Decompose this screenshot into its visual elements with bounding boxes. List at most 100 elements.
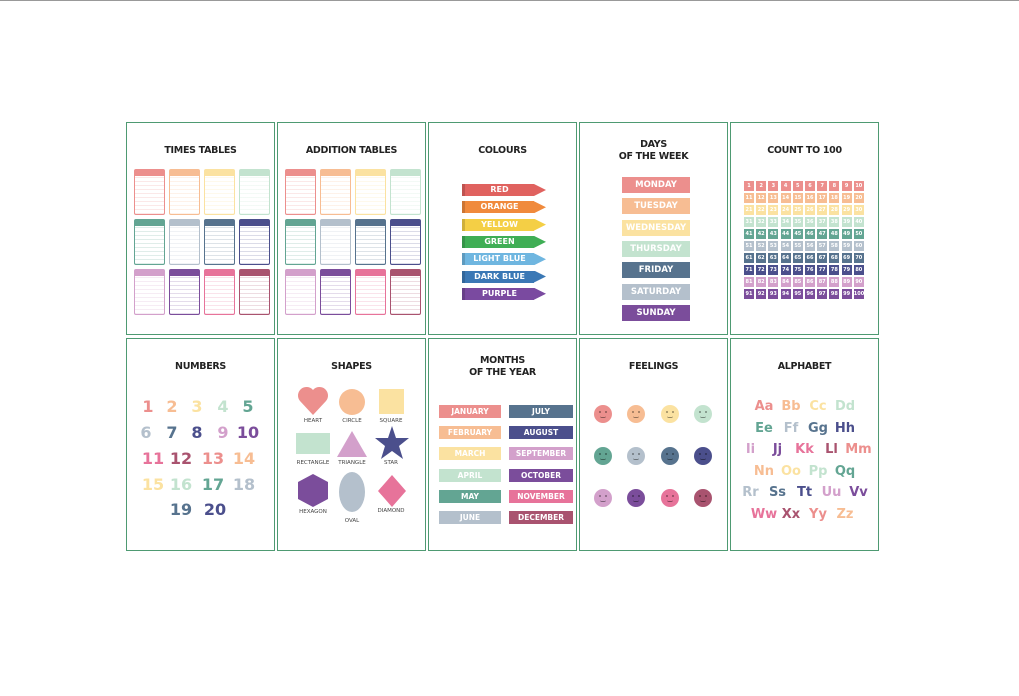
count-cell: 3 [768,181,779,191]
eye [632,411,634,413]
heart [297,386,329,415]
letter-pair: Uu [821,485,842,501]
letter-pair: Cc [809,399,827,414]
eye [699,453,701,455]
face [594,489,612,507]
count-cell: 51 [744,241,754,251]
mouth [600,458,606,460]
count-cell: 56 [805,241,815,251]
crayon-body: RED [462,184,534,196]
table-card-header [286,170,315,176]
count-cell: 22 [756,205,767,215]
count-cell: 62 [756,253,767,263]
shapes-art [296,386,409,512]
eye [672,411,674,413]
count-cell: 64 [780,253,791,263]
face [661,405,679,423]
eye [705,453,707,455]
table-card [239,219,270,265]
count-cell: 33 [768,217,779,227]
mouth [667,458,673,460]
day-label: MONDAY [622,177,690,193]
table-card-header [170,220,199,226]
count-cell: 79 [841,265,852,275]
table-card [169,169,200,215]
crayon-body: LIGHT BLUE [462,253,534,266]
crayon-tip [534,184,546,196]
mouth [633,416,639,418]
table-card [239,169,270,215]
count-cell: 19 [841,193,852,203]
count-cell: 70 [853,253,864,263]
count-cell: 80 [853,265,864,275]
letter-pair: Ff [783,420,799,436]
count-cell: 50 [853,229,864,239]
count-cell: 37 [817,217,828,227]
count-cell: 20 [853,193,864,203]
count-cell: 4 [780,181,791,191]
poster-title: DAYS [640,139,667,150]
number: 16 [169,475,193,494]
count-cell: 38 [829,217,840,227]
letter-pair: Dd [834,399,856,414]
count-cell: 34 [780,217,791,227]
poster-days: DAYS OF THE WEEK MONDAY TUESDAY WEDNESDAY THU… [579,122,728,335]
count-cell: 60 [853,241,864,251]
month-label: NOVEMBER [509,489,573,503]
shape-label: CIRCLE [342,418,362,424]
count-cell: 95 [792,289,803,299]
crayon-body: ORANGE [462,201,534,214]
table-card-header [321,220,350,226]
month-label: SEPTEMBER [509,447,573,461]
hexagon [298,474,328,507]
day-label: SATURDAY [622,283,690,300]
eye [666,411,668,413]
table-card [285,169,316,215]
poster-addition-tables: ADDITION TABLES [277,122,426,335]
table-card-header [240,220,269,226]
count-cell: 100 [853,289,865,299]
count-cell: 67 [817,253,828,263]
poster-times-tables: TIMES TABLES [126,122,275,335]
count-cell: 26 [805,205,815,215]
table-card-header [240,270,269,276]
table-card-header [321,170,350,176]
letter-pair: Ww [750,507,778,522]
eye [666,453,668,455]
count-cell: 87 [817,277,828,287]
letter-pair: Ee [755,420,773,436]
face [694,489,712,507]
crayon-tip [534,270,546,283]
crayon-body: YELLOW [462,218,534,231]
count-cell: 66 [805,253,815,263]
face [661,489,679,507]
table-card-header [391,170,420,176]
count-cell: 73 [768,265,779,275]
count-cell: 89 [841,277,852,287]
count-cell: 49 [841,229,852,239]
number: 20 [203,500,227,519]
shape-label: STAR [383,460,398,466]
table-card-header [391,220,420,226]
count-cell: 85 [792,277,803,287]
count-cell: 92 [756,289,767,299]
eye [638,495,640,497]
table-card [204,169,235,215]
face [627,489,645,507]
count-cell: 88 [829,277,840,287]
count-cell: 78 [829,265,840,275]
table-card [134,269,165,315]
letter-pair: Hh [834,420,856,436]
poster-colours: COLOURS RED ORANGE YELLOW GREEN LIGHT BLUE DAR… [428,122,577,335]
count-cell: 44 [780,229,791,239]
face [594,447,612,465]
count-cell: 99 [841,289,852,299]
poster-alphabet: ALPHABET Aa Bb Cc Dd Ee Ff Gg Hh Ii Jj Kk Ll Mm Nn Oo Pp… [730,338,879,551]
number: 19 [169,500,193,519]
month-label: FEBRUARY [439,426,501,440]
circle [339,389,365,415]
poster-shapes: SHAPES HEART CIRCLE SQUARE RECTANGLE TRIANGLE… [277,338,426,551]
table-card-header [321,270,350,276]
shape-label: TRIANGLE [338,460,366,466]
table-card [204,219,235,265]
